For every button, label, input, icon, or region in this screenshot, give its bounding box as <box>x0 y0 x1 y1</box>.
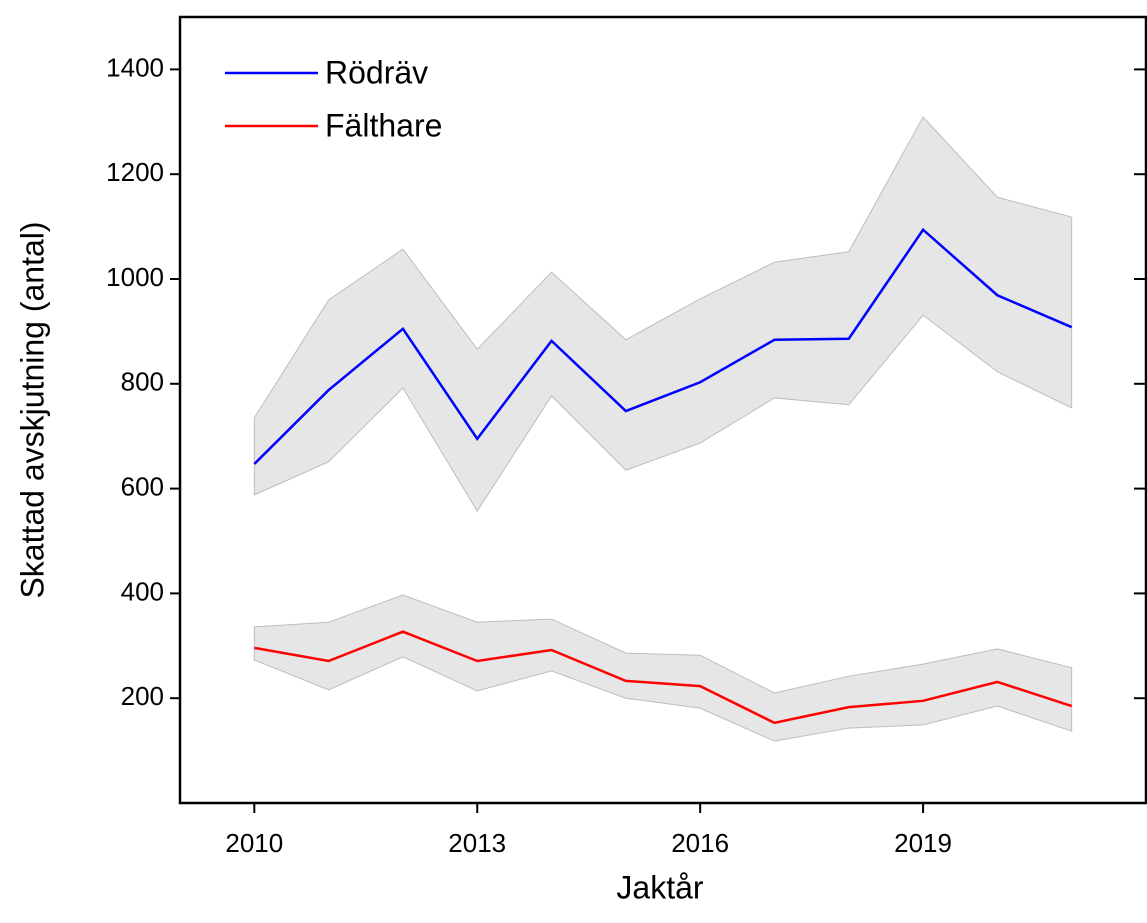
y-tick-label: 200 <box>121 681 164 711</box>
y-tick-label: 1200 <box>106 157 164 187</box>
line <box>254 630 1073 725</box>
confidence-band <box>253 594 1073 742</box>
legend-label: Rödräv <box>325 54 428 90</box>
x-tick-label: 2019 <box>894 828 952 858</box>
x-tick-label: 2013 <box>448 828 506 858</box>
line <box>253 227 1073 465</box>
y-tick-label: 400 <box>121 576 164 606</box>
x-tick-label: 2010 <box>225 828 283 858</box>
x-tick-label: 2016 <box>671 828 729 858</box>
y-tick-label: 800 <box>121 367 164 397</box>
confidence-band <box>253 116 1073 513</box>
y-tick-label: 1400 <box>106 52 164 82</box>
plot-frame <box>178 15 1147 805</box>
y-axis-label: Skattad avskjutning (antal) <box>14 221 50 598</box>
y-tick-label: 1000 <box>106 262 164 292</box>
x-axis-label: Jaktår <box>616 869 703 905</box>
y-tick-label: 600 <box>121 471 164 501</box>
legend-label: Fälthare <box>325 107 442 143</box>
